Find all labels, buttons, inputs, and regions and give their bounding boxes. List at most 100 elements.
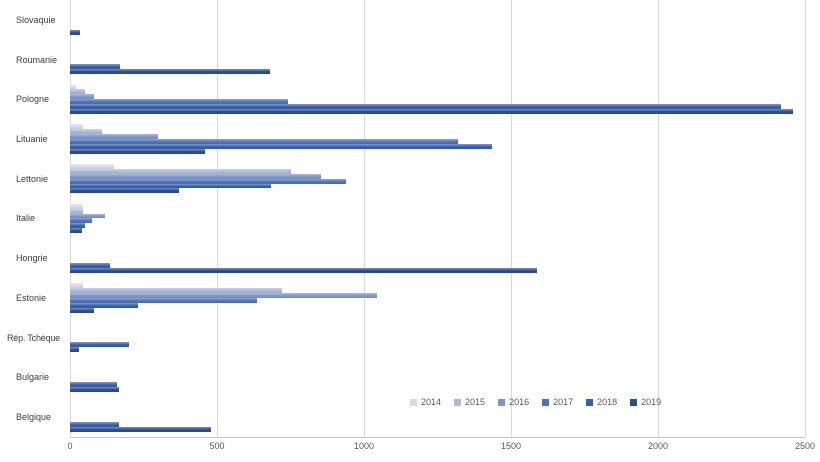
bar-2014[interactable] [70,203,84,209]
bar-group [70,164,347,194]
legend-label: 2017 [553,396,574,407]
plot-area: Slovaquie Roumanie Pologne Lituanie Lettonie… [0,0,820,438]
x-tick-label: 1500 [500,441,522,451]
x-axis-line [70,437,805,438]
legend: 2014 2015 2016 2017 2018 2019 [410,396,661,408]
bar-2019[interactable] [70,387,119,392]
bar-group [70,283,378,313]
x-tick-label: 1000 [353,441,375,451]
bar-2015[interactable] [70,168,291,174]
bar-group [70,45,270,75]
category-row: Belgique [0,397,820,437]
x-tick-label: 2500 [794,441,816,451]
bar-2019[interactable] [70,267,538,273]
category-label: Estonie [16,292,47,303]
bar-2019[interactable] [70,188,179,194]
bar-group [70,402,212,432]
bar-2018[interactable] [70,104,782,110]
x-axis: 0 500 1000 1500 2000 2500 [0,441,820,462]
bar-2015[interactable] [70,288,282,293]
category-label: Roumanie [16,54,58,65]
bar-group [70,124,492,154]
bar-2017[interactable] [70,99,288,105]
bar-2018[interactable] [70,382,118,388]
category-row: Rép. Tchèque [0,318,820,358]
legend-swatch [498,398,506,406]
bar-2018[interactable] [70,223,85,229]
bar-2019[interactable] [70,109,794,114]
legend-swatch [586,398,594,406]
bar-2018[interactable] [70,342,129,348]
category-label: Lettonie [16,173,49,184]
legend-item-2016[interactable]: 2016 [498,396,530,407]
gridline [805,0,806,437]
gridline [658,0,659,437]
x-tick-label: 2000 [647,441,669,451]
legend-item-2015[interactable]: 2015 [454,397,485,407]
legend-label: 2018 [597,396,618,407]
bar-group [70,5,81,35]
bar-group [70,363,119,392]
category-row: Lituanie [0,119,820,159]
bar-2018[interactable] [70,64,120,70]
category-row: Italie [0,199,820,239]
category-row: Bulgarie [0,357,820,397]
bar-2018[interactable] [70,263,110,268]
category-row: Hongrie [0,238,820,278]
bar-2014[interactable] [70,283,84,289]
bar-2014[interactable] [70,164,115,169]
bar-2019[interactable] [70,426,212,432]
category-row: Slovaquie [0,0,820,40]
bar-2016[interactable] [70,173,322,179]
bar-2019[interactable] [70,307,94,313]
legend-item-2014[interactable]: 2014 [410,396,442,407]
bar-2017[interactable] [70,138,459,144]
legend-item-2019[interactable]: 2019 [630,396,662,407]
category-rows: Slovaquie Roumanie Pologne Lituanie Lettonie… [0,0,820,437]
category-label: Rép. Tchèque [7,332,60,343]
bar-2019[interactable] [70,69,270,75]
gridline [217,0,218,437]
bar-2019[interactable] [70,148,206,154]
bar-2015[interactable] [70,129,103,135]
category-label: Bulgarie [16,372,50,383]
bar-2019[interactable] [70,29,81,35]
bar-2018[interactable] [70,143,492,149]
bar-2015[interactable] [70,89,85,95]
legend-label: 2019 [641,396,662,407]
legend-label: 2016 [509,396,530,407]
bar-2017[interactable] [70,297,257,303]
bar-2019[interactable] [70,228,82,234]
category-label: Pologne [16,94,50,105]
bar-2014[interactable] [70,124,84,130]
category-label: Italie [16,213,36,224]
bar-2016[interactable] [70,134,159,139]
legend-label: 2014 [421,396,442,407]
bar-2018[interactable] [70,302,138,308]
bar-group [70,243,538,273]
legend-swatch [454,398,462,406]
category-row: Lettonie [0,159,820,199]
bar-2017[interactable] [70,178,347,184]
category-row: Roumanie [0,40,820,80]
bar-2017[interactable] [70,218,93,224]
bar-2018[interactable] [70,421,119,427]
category-label: Hongrie [16,253,48,264]
bar-2016[interactable] [70,292,378,298]
bar-2018[interactable] [70,183,272,189]
category-label: Lituanie [16,134,48,145]
bar-2016[interactable] [70,94,94,100]
bar-2015[interactable] [70,208,84,214]
legend-item-2018[interactable]: 2018 [586,396,618,407]
bar-2019[interactable] [70,347,79,353]
x-tick-label: 500 [209,441,225,451]
bar-2014[interactable] [70,84,76,90]
bar-2016[interactable] [70,213,106,219]
bar-group [70,84,794,114]
bar-group [70,323,129,353]
legend-item-2017[interactable]: 2017 [542,396,574,407]
category-label: Belgique [16,412,52,423]
category-row: Pologne [0,79,820,119]
legend-swatch [542,398,550,406]
